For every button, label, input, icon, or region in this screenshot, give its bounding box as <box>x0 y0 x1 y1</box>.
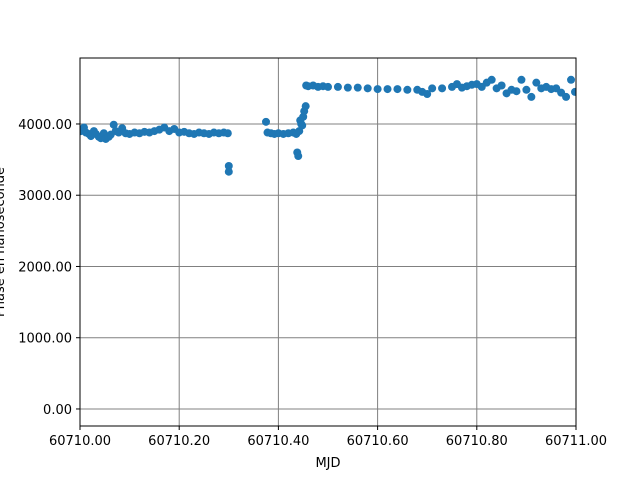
point <box>383 85 392 94</box>
point <box>224 162 233 171</box>
x-tick-label: 60710.00 <box>49 434 111 449</box>
point <box>438 84 447 93</box>
point <box>224 167 233 176</box>
plot-frame <box>79 57 577 427</box>
point <box>109 120 118 129</box>
x-axis-label: MJD <box>315 456 340 471</box>
point <box>223 129 232 138</box>
point <box>373 85 382 94</box>
y-tick-label: 4000.00 <box>18 118 72 133</box>
x-tick-label: 60711.00 <box>545 434 607 449</box>
point <box>393 85 402 94</box>
x-tick-label: 60710.80 <box>446 434 508 449</box>
point <box>428 84 437 93</box>
point <box>343 83 352 92</box>
point <box>301 102 310 111</box>
x-tick-label: 60710.20 <box>148 434 210 449</box>
point <box>522 85 531 94</box>
point <box>571 87 576 96</box>
point <box>512 87 521 96</box>
y-axis-label: Phase en nanoseconde <box>0 167 8 317</box>
y-tick-label: 2000.00 <box>18 260 72 275</box>
ticks: 60710.00 60710.20 60710.40 60710.60 60710.80… <box>18 118 607 449</box>
point <box>333 82 342 91</box>
point <box>497 81 506 90</box>
points <box>80 75 576 176</box>
point <box>517 75 526 84</box>
y-tick-label: 1000.00 <box>18 332 72 347</box>
point <box>532 78 541 87</box>
point <box>262 117 270 126</box>
point <box>567 75 576 84</box>
point <box>562 92 571 101</box>
point <box>527 92 536 101</box>
point <box>363 84 372 93</box>
point <box>294 152 303 161</box>
point <box>298 121 307 130</box>
point <box>324 82 332 91</box>
y-tick-label: 3000.00 <box>18 189 72 204</box>
point <box>423 90 432 99</box>
y-tick-label: 0.00 <box>43 403 72 418</box>
point <box>403 85 412 94</box>
x-tick-label: 60710.40 <box>247 434 309 449</box>
point <box>487 75 496 84</box>
point <box>353 83 362 92</box>
x-tick-label: 60710.60 <box>347 434 409 449</box>
